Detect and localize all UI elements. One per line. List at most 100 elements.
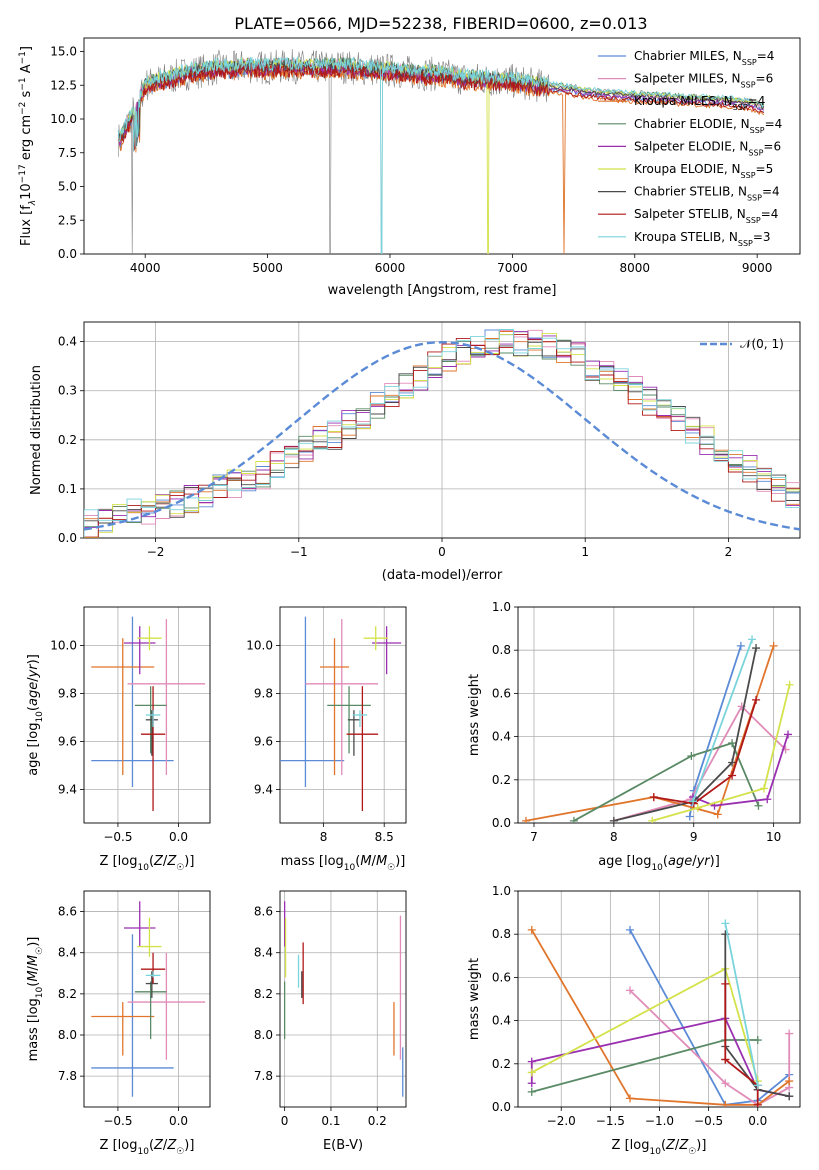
x-tick-label: 9 xyxy=(690,830,698,844)
legend-label: Chabrier STELIB, NSSP=4 xyxy=(634,185,780,203)
weight-marker xyxy=(721,1079,730,1088)
weight_vs_age-axes: 7 8 9 10 0.0 0.2 0.4 0.6 0.8 1.0 xyxy=(492,600,801,844)
weight-marker xyxy=(763,795,772,804)
y-axis-label: Normed distribution xyxy=(29,365,44,495)
y-tick-label: 0.8 xyxy=(492,927,511,941)
y-tick-label: 0.0 xyxy=(492,1100,511,1114)
y-tick-label: 15.0 xyxy=(50,45,77,59)
weight-marker xyxy=(753,1100,762,1107)
weight_vs_Z-lines xyxy=(527,919,794,1107)
figure-title: PLATE=0566, MJD=52238, FIBERID=0600, z=0… xyxy=(234,14,647,33)
model-spectrum xyxy=(117,55,765,254)
weight-marker xyxy=(527,1079,536,1088)
model-spectrum xyxy=(117,63,765,150)
y-tick-label: 8.4 xyxy=(58,946,77,960)
weight-marker xyxy=(721,1055,730,1064)
y-tick-label: 0.6 xyxy=(492,970,511,984)
y-tick-label: 9.8 xyxy=(254,686,273,700)
x-axis-label: E(B-V) xyxy=(323,1138,363,1153)
mass_vs_EBV-axes: 0 0.1 0.2 7.8 8.0 8.2 8.4 8.6 xyxy=(254,890,407,1128)
x-tick-label: 10 xyxy=(766,830,781,844)
weight-marker xyxy=(713,810,722,819)
weight-marker xyxy=(752,695,761,704)
weight_vs_age-lines xyxy=(521,635,794,823)
x-axis-label: mass [log10(M/M☉)] xyxy=(281,854,406,873)
weight-marker xyxy=(527,925,536,934)
weight-marker xyxy=(721,919,730,928)
y-tick-label: 9.4 xyxy=(58,782,77,796)
mass_vs_EBV-errorbars xyxy=(283,901,404,1097)
gaussian-curve xyxy=(84,340,800,531)
weight-series xyxy=(692,639,753,802)
weight-marker xyxy=(728,771,737,780)
x-tick-label: 8.5 xyxy=(375,830,394,844)
y-tick-label: 0.3 xyxy=(58,384,77,398)
weight-marker xyxy=(785,1077,794,1086)
x-tick-label: 0.0 xyxy=(748,1114,767,1128)
x-tick-label: 0 xyxy=(281,1114,289,1128)
x-axis-label: Z [log10(Z/Z☉)] xyxy=(100,854,195,873)
weight-series xyxy=(531,967,759,1082)
x-tick-label: 1 xyxy=(581,545,589,559)
weight-marker xyxy=(721,979,730,988)
weight-marker xyxy=(736,641,745,650)
y-tick-label: 8.0 xyxy=(254,1028,273,1042)
x-tick-label: 0.1 xyxy=(321,1114,340,1128)
weight-marker xyxy=(752,644,761,653)
y-tick-label: 0.1 xyxy=(58,482,77,496)
axes-frame xyxy=(279,890,407,1108)
weight-marker xyxy=(527,1087,536,1096)
x-tick-label: −0.5 xyxy=(103,1114,132,1128)
legend-label: Salpeter STELIB, NSSP=4 xyxy=(634,207,778,225)
mass_vs_Z-axes: −0.5 0.0 7.8 8.0 8.2 8.4 8.6 xyxy=(58,890,211,1128)
weight-marker xyxy=(569,816,578,823)
weight-marker xyxy=(748,635,757,644)
axes-frame xyxy=(517,606,801,824)
y-tick-label: 10.0 xyxy=(50,638,77,652)
y-tick-label: 12.5 xyxy=(50,78,77,92)
y-tick-label: 7.8 xyxy=(58,1069,77,1083)
age_vs_Z-axes: −0.5 0.0 9.4 9.6 9.8 10.0 xyxy=(50,606,211,844)
x-axis-label: Z [log10(Z/Z☉)] xyxy=(100,1138,195,1157)
weight-marker xyxy=(626,986,635,995)
y-tick-label: 7.8 xyxy=(254,1069,273,1083)
weight-series xyxy=(724,983,759,1105)
y-tick-label: 9.6 xyxy=(58,734,77,748)
y-tick-label: 0.4 xyxy=(492,1014,511,1028)
age_vs_mass-axes: 8 8.5 9.4 9.6 9.8 10.0 xyxy=(246,606,407,844)
x-tick-label: −1.5 xyxy=(596,1114,625,1128)
weight-marker xyxy=(609,816,618,823)
spectrum-axes: 4000 5000 6000 7000 8000 9000 0.0 2.5 5.0 7.5 10.0… xyxy=(50,37,801,275)
y-tick-label: 0.4 xyxy=(492,730,511,744)
axes-frame xyxy=(279,606,407,824)
x-tick-label: 8000 xyxy=(619,261,650,275)
x-tick-label: 9000 xyxy=(742,261,773,275)
legend-label: Kroupa MILES, NSSP=4 xyxy=(634,94,765,112)
weight-marker xyxy=(521,816,530,823)
weight-series xyxy=(573,741,760,822)
x-tick-label: 8 xyxy=(320,830,328,844)
weight-marker xyxy=(721,1100,730,1107)
y-tick-label: 8.4 xyxy=(254,946,273,960)
legend-label: Kroupa STELIB, NSSP=3 xyxy=(634,230,771,248)
weight-marker xyxy=(754,801,763,810)
spectrum-lines xyxy=(117,48,765,254)
weight-marker xyxy=(527,1057,536,1066)
weight-marker xyxy=(626,925,635,934)
axes-frame xyxy=(83,606,211,824)
weight-marker xyxy=(687,752,696,761)
weight-marker xyxy=(649,793,658,802)
weight-series xyxy=(613,647,757,822)
y-tick-label: 0.2 xyxy=(492,773,511,787)
weight-marker xyxy=(760,784,769,793)
x-tick-label: 0.0 xyxy=(169,830,188,844)
x-axis-label: Z [log10(Z/Z☉)] xyxy=(612,1138,707,1157)
y-tick-label: 1.0 xyxy=(492,884,511,898)
legend-label: Kroupa ELODIE, NSSP=5 xyxy=(634,162,773,180)
y-tick-label: 10.0 xyxy=(50,112,77,126)
weight-marker xyxy=(728,758,737,767)
y-axis-label: mass [log10(M/M☉)] xyxy=(26,937,45,1062)
weight-marker xyxy=(527,1068,536,1077)
weight-series xyxy=(653,699,757,805)
weight-marker xyxy=(753,1081,762,1090)
